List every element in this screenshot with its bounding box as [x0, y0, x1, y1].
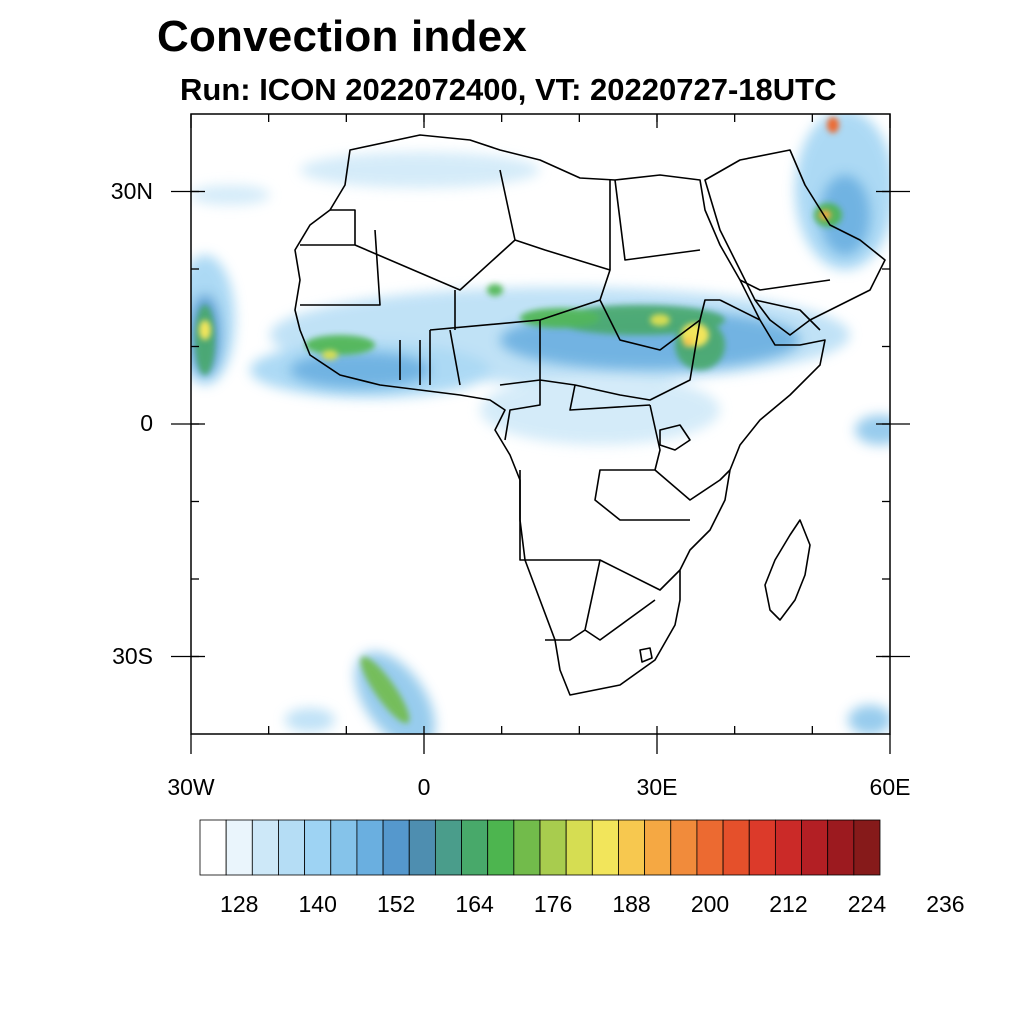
south-east-cell [848, 705, 890, 734]
convection-field [191, 114, 890, 734]
colorbar-box [356, 819, 384, 876]
colorbar-box [199, 819, 227, 876]
colorbar-box [696, 819, 724, 876]
colorbar-box [827, 819, 855, 876]
colorbar-label: 212 [769, 891, 807, 917]
sahara-north-streak [300, 152, 540, 188]
colorbar-box [774, 819, 802, 876]
colorbar-box [513, 819, 541, 876]
colorbar: 128 140 152 164 176 188 200 212 224 236 [199, 819, 965, 917]
gulf-hotspot [827, 117, 839, 133]
atlantic-nw-streak [191, 185, 270, 205]
arabia-coastline [704, 149, 886, 336]
colorbar-box [225, 819, 253, 876]
colorbar-label: 176 [534, 891, 572, 917]
colorbar-label: 188 [612, 891, 650, 917]
colorbar-box [487, 819, 515, 876]
y-tick-label: 0 [140, 410, 153, 436]
lesotho [639, 647, 653, 663]
colorbar-box [565, 819, 593, 876]
colorbar-box [722, 819, 750, 876]
axis-ticks [171, 114, 910, 754]
africa-coastline [294, 134, 826, 696]
colorbar-box [644, 819, 672, 876]
colorbar-label: 128 [220, 891, 258, 917]
colorbar-box [618, 819, 646, 876]
colorbar-box [461, 819, 489, 876]
x-tick-label: 60E [869, 774, 911, 800]
madagascar-outline [764, 519, 811, 621]
chart-subtitle: Run: ICON 2022072400, VT: 20220727-18UTC [180, 72, 837, 107]
colorbar-box [434, 819, 462, 876]
x-tick-label: 30E [636, 774, 678, 800]
lake-victoria [659, 424, 691, 451]
colorbar-label: 152 [377, 891, 415, 917]
colorbar-box [670, 819, 698, 876]
chart-title: Convection index [157, 12, 527, 61]
colorbar-box [853, 819, 881, 876]
colorbar-label: 164 [455, 891, 494, 917]
colorbar-label: 200 [691, 891, 729, 917]
country-borders [294, 134, 886, 696]
colorbar-box [408, 819, 436, 876]
y-tick-label: 30N [110, 177, 153, 204]
colorbar-box [382, 819, 410, 876]
x-tick-label: 0 [417, 774, 431, 800]
y-tick-label: 30S [112, 642, 153, 669]
colorbar-box [539, 819, 567, 876]
colorbar-label: 224 [848, 891, 887, 917]
colorbar-box [591, 819, 619, 876]
colorbar-box [748, 819, 776, 876]
central-africa-field [480, 375, 720, 445]
colorbar-box [278, 819, 306, 876]
colorbar-label: 140 [299, 891, 337, 917]
indian-ocean-cell [855, 415, 890, 445]
south-atlantic-west [285, 708, 335, 732]
colorbar-label: 236 [926, 891, 964, 917]
colorbar-box [801, 819, 829, 876]
x-tick-label: 30W [167, 774, 215, 800]
colorbar-box [330, 819, 358, 876]
borders [300, 169, 831, 641]
colorbar-box [251, 819, 279, 876]
colorbar-box [304, 819, 332, 876]
